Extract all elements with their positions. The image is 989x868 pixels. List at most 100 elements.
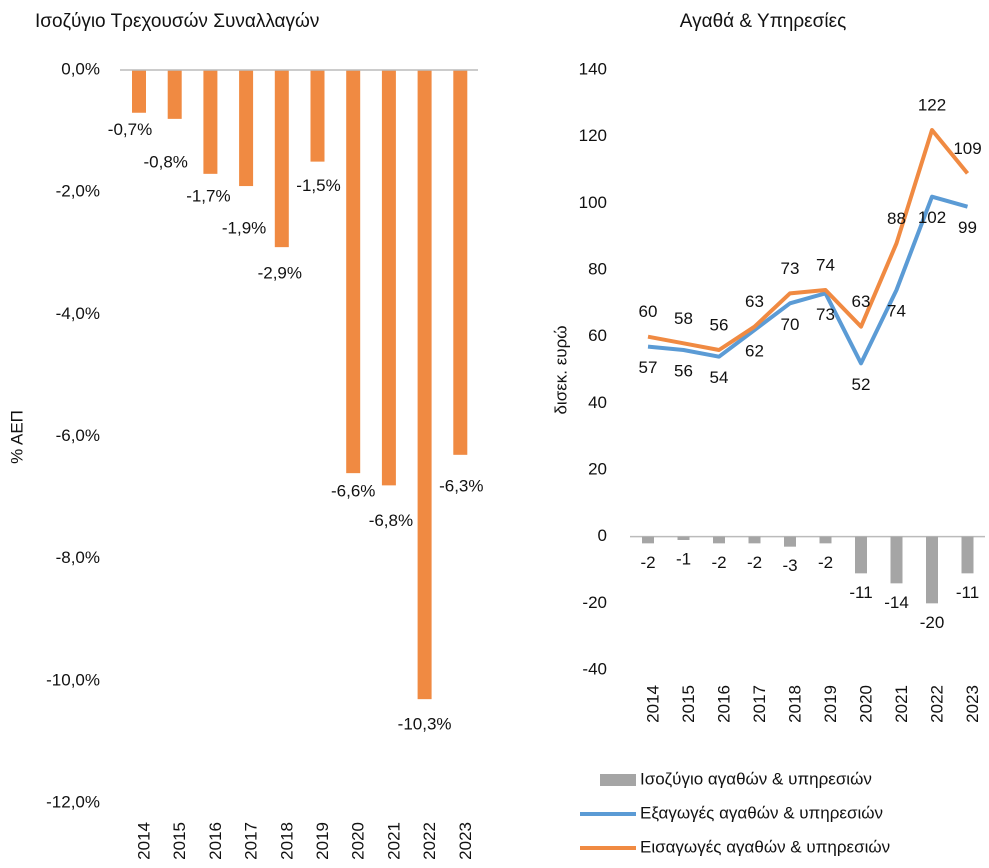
- y-tick-label: -12,0%: [46, 792, 100, 811]
- x-tick-label: 2014: [134, 822, 153, 860]
- legend-swatch: [600, 774, 636, 786]
- data-label: -1,5%: [296, 176, 340, 195]
- x-tick-label: 2017: [242, 822, 261, 860]
- legend-label: Ισοζύγιο αγαθών & υπηρεσιών: [640, 769, 872, 788]
- data-label: 122: [918, 95, 946, 114]
- bar: [890, 536, 903, 584]
- data-label: -1: [676, 549, 691, 568]
- y-tick-label: -20: [582, 593, 607, 612]
- bar: [346, 70, 361, 474]
- chart-title: Αγαθά & Υπηρεσίες: [680, 11, 846, 32]
- data-label: 56: [710, 315, 729, 334]
- data-label: -1,9%: [222, 219, 266, 238]
- chart-title: Ισοζύγιο Τρεχουσών Συναλλαγών: [35, 11, 319, 32]
- data-label: -2: [747, 553, 762, 572]
- data-label: 56: [674, 361, 693, 380]
- data-label: 58: [674, 309, 693, 328]
- data-label: 102: [918, 208, 946, 227]
- data-label: -6,8%: [369, 511, 413, 530]
- data-label: -6,3%: [439, 476, 483, 495]
- bar: [961, 536, 974, 574]
- data-label: 52: [852, 375, 871, 394]
- y-tick-label: -8,0%: [56, 548, 100, 567]
- data-label: -6,6%: [331, 482, 375, 501]
- y-tick-label: -4,0%: [56, 304, 100, 323]
- data-label: 74: [887, 301, 906, 320]
- data-label: 88: [887, 209, 906, 228]
- y-tick-label: 0: [598, 526, 607, 545]
- bar: [274, 70, 289, 248]
- data-label: -3: [782, 556, 797, 575]
- bar: [819, 536, 832, 544]
- y-axis-label: % ΑΕΠ: [7, 410, 26, 464]
- bar: [642, 536, 654, 544]
- data-label: 109: [953, 139, 981, 158]
- x-tick-label: 2018: [277, 822, 296, 860]
- data-label: 73: [816, 305, 835, 324]
- data-label: -14: [884, 593, 909, 612]
- bar: [203, 70, 218, 174]
- x-tick-label: 2019: [313, 822, 332, 860]
- data-label: 63: [745, 292, 764, 311]
- bar: [926, 536, 938, 604]
- x-tick-label: 2023: [456, 822, 475, 860]
- x-tick-label: 2023: [963, 685, 982, 723]
- line: [647, 194, 969, 366]
- y-tick-label: -40: [582, 659, 607, 678]
- data-label: -2: [640, 553, 655, 572]
- bar: [713, 536, 725, 544]
- x-tick-label: 2015: [170, 822, 189, 860]
- bar: [381, 70, 396, 486]
- x-tick-label: 2021: [892, 685, 911, 723]
- legend-label: Εξαγωγές αγαθών & υπηρεσιών: [640, 803, 883, 822]
- y-tick-label: 140: [579, 59, 607, 78]
- x-tick-label: 2016: [206, 822, 225, 860]
- data-label: 60: [639, 302, 658, 321]
- data-label: 62: [745, 341, 764, 360]
- x-tick-label: 2017: [750, 685, 769, 723]
- y-tick-label: -10,0%: [46, 670, 100, 689]
- y-tick-label: 100: [579, 193, 607, 212]
- bar: [677, 536, 690, 540]
- y-tick-label: 80: [588, 259, 607, 278]
- bar: [132, 70, 146, 113]
- data-label: -2: [711, 553, 726, 572]
- x-tick-label: 2018: [785, 685, 804, 723]
- data-label: -0,7%: [108, 120, 152, 139]
- bar: [310, 70, 325, 162]
- y-tick-label: 20: [588, 459, 607, 478]
- data-label: 73: [781, 259, 800, 278]
- y-tick-label: 40: [588, 393, 607, 412]
- data-label: -2: [818, 553, 833, 572]
- line: [647, 128, 970, 352]
- data-label: -20: [920, 613, 945, 632]
- bar: [239, 70, 254, 187]
- y-tick-label: 120: [579, 126, 607, 145]
- x-tick-label: 2014: [643, 685, 662, 723]
- y-tick-label: -2,0%: [56, 182, 100, 201]
- data-label: -0,8%: [143, 152, 187, 171]
- y-tick-label: 0,0%: [61, 59, 100, 78]
- data-label: 54: [710, 368, 729, 387]
- data-label: -11: [849, 583, 872, 602]
- data-label: -2,9%: [258, 264, 302, 283]
- x-tick-label: 2019: [821, 685, 840, 723]
- x-tick-label: 2022: [927, 685, 946, 723]
- bar: [784, 536, 796, 547]
- data-label: -11: [956, 583, 979, 602]
- y-tick-label: 60: [588, 326, 607, 345]
- bar: [167, 70, 182, 119]
- x-tick-label: 2015: [679, 685, 698, 723]
- x-tick-label: 2016: [714, 685, 733, 723]
- bar: [855, 536, 867, 574]
- data-label: -10,3%: [398, 715, 452, 734]
- bar: [453, 70, 468, 455]
- x-tick-label: 2020: [856, 685, 875, 723]
- data-label: -1,7%: [186, 186, 230, 205]
- bar: [417, 70, 432, 700]
- data-label: 99: [958, 218, 977, 237]
- x-tick-label: 2021: [384, 822, 403, 860]
- y-axis-label: δισεκ. ευρώ: [551, 325, 570, 414]
- data-label: 70: [781, 315, 800, 334]
- y-tick-label: -6,0%: [56, 426, 100, 445]
